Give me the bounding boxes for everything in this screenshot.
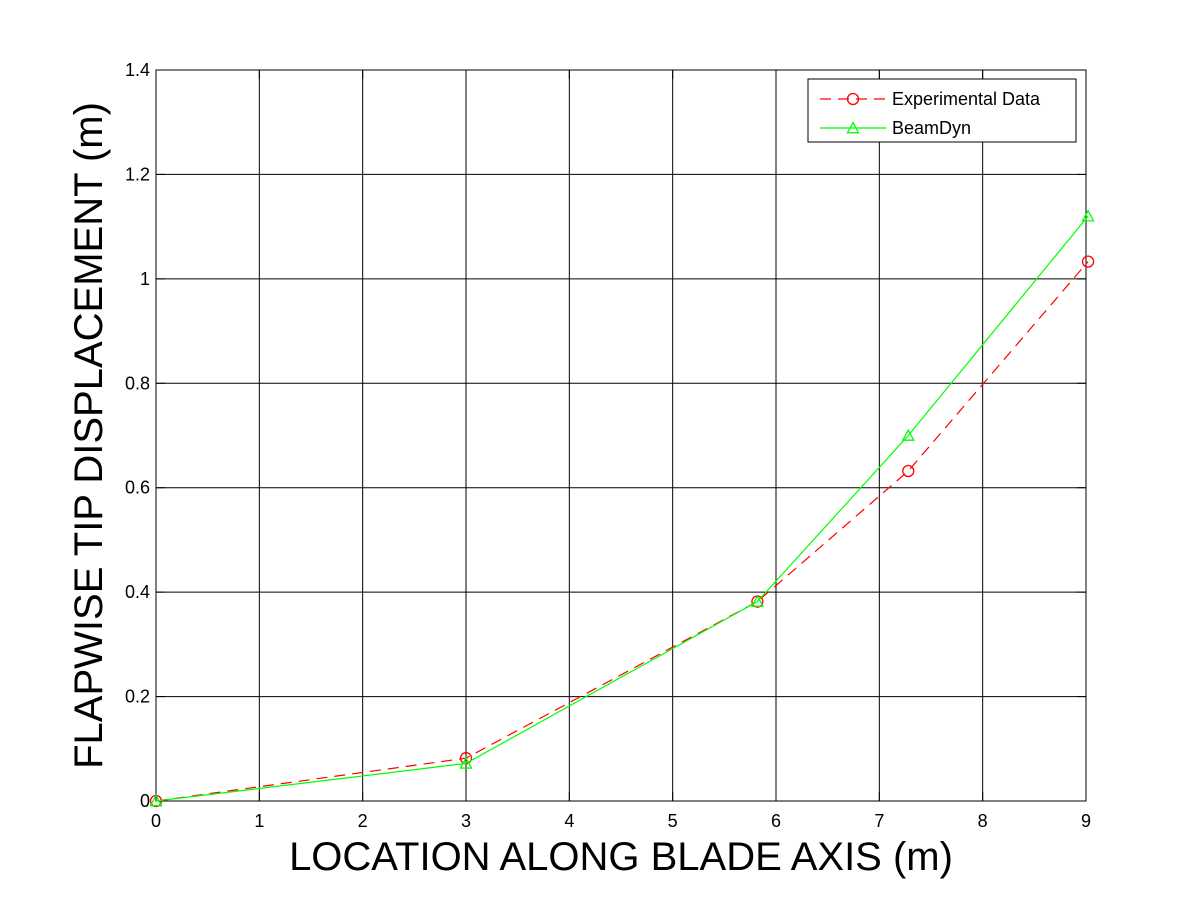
y-tick-label: 0 [140,791,150,811]
axis-ticks: 0 1 2 3 4 5 6 7 8 9 0 0.2 0.4 0.6 0.8 1 1.2 1.4 [125,60,1091,831]
y-tick-label: 0.8 [125,373,150,393]
x-tick-label: 9 [1081,811,1091,831]
data-point [1081,209,1095,222]
legend-item: Experimental Data [820,89,1041,109]
x-tick-label: 8 [978,811,988,831]
x-tick-label: 7 [874,811,884,831]
x-tick-label: 2 [358,811,368,831]
plot-area [156,70,1086,801]
y-tick-label: 1 [140,269,150,289]
legend-item: BeamDyn [820,118,971,138]
y-tick-label: 1.2 [125,164,150,184]
x-tick-label: 5 [668,811,678,831]
plot-frame [155,69,1087,802]
series-line [155,215,1089,802]
x-tick-label: 0 [151,811,161,831]
y-axis-title: FLAPWISE TIP DISPLACEMENT (m) [67,102,111,769]
series-2 [149,209,1095,807]
y-tick-label: 0.6 [125,478,150,498]
legend-label: BeamDyn [892,118,971,138]
series-line [155,261,1089,802]
data-point [459,756,473,769]
series-layer [149,209,1095,808]
x-tick-label: 4 [564,811,574,831]
x-tick-label: 3 [461,811,471,831]
y-tick-label: 0.4 [125,582,150,602]
x-tick-label: 6 [771,811,781,831]
y-tick-label: 1.4 [125,60,150,80]
legend-marker [846,121,860,134]
legend-label: Experimental Data [892,89,1041,109]
data-point [149,794,163,807]
legend-box [807,78,1077,143]
legend: Experimental Data BeamDyn [807,78,1077,143]
legend-marker [846,92,860,106]
y-tick-label: 0.2 [125,687,150,707]
x-tick-label: 1 [254,811,264,831]
data-point [1081,255,1095,268]
data-point [901,428,915,441]
x-axis-title: LOCATION ALONG BLADE AXIS (m) [289,835,953,879]
data-point [750,594,764,607]
data-point [902,464,915,478]
